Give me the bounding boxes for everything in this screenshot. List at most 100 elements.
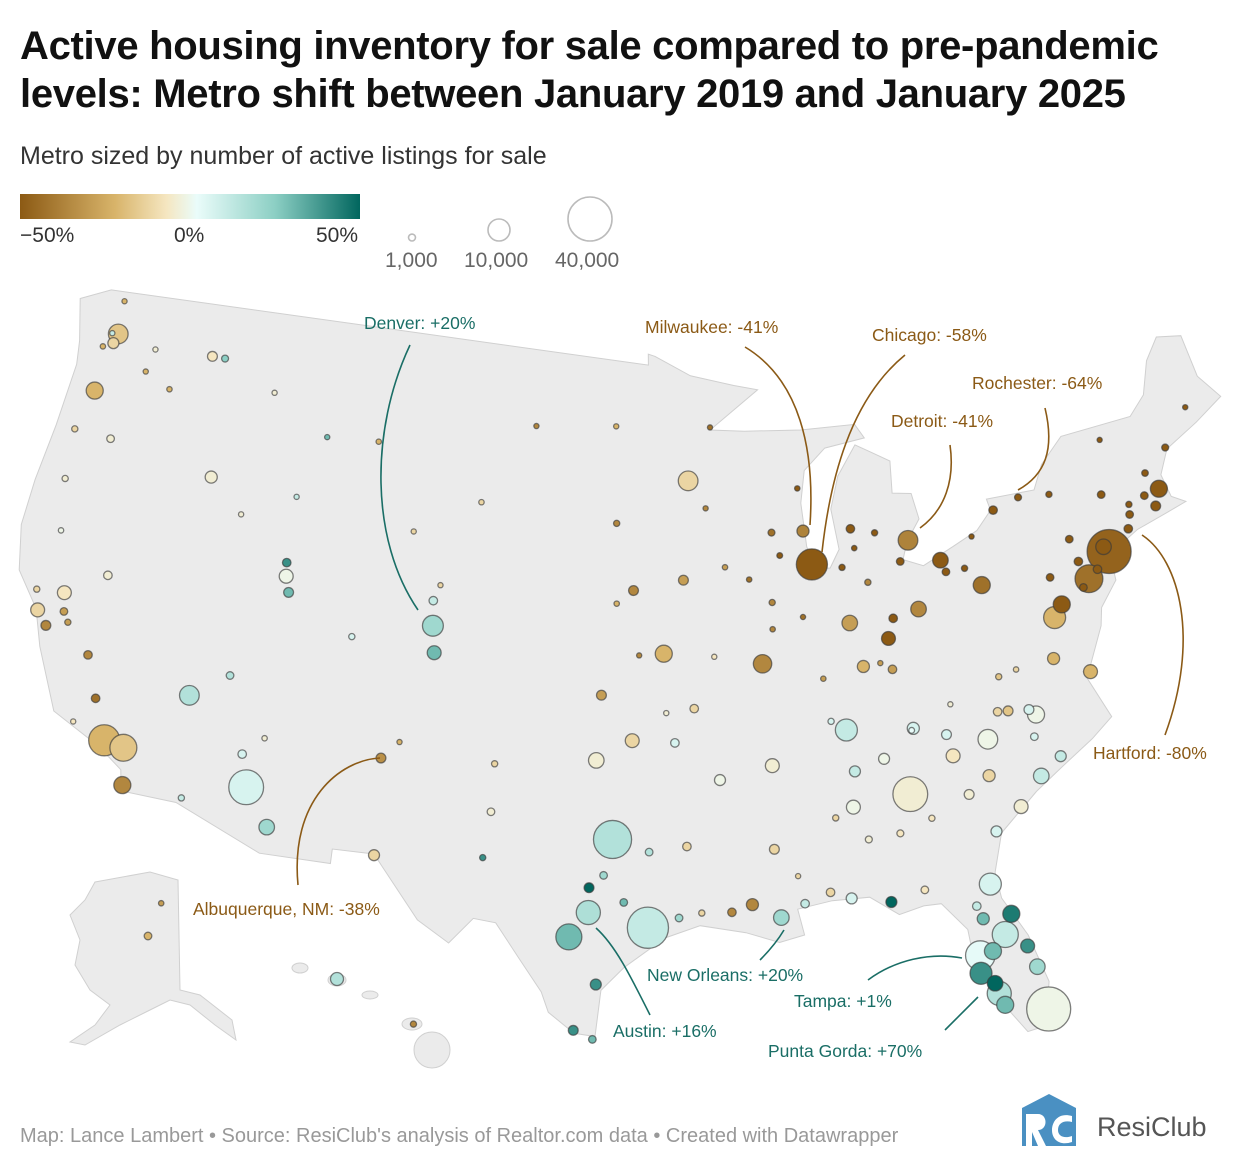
metro-bubble (845, 799, 861, 815)
metro-bubble (727, 907, 737, 918)
metro-bubble (870, 529, 879, 537)
metro-bubble (941, 567, 951, 577)
metro-bubble (57, 527, 65, 534)
metro-bubble (1029, 732, 1039, 742)
metro-bubble (61, 474, 69, 483)
metro-bubble (367, 849, 381, 862)
metro-bubble (587, 1034, 597, 1044)
metro-bubble (587, 751, 605, 769)
arrow-austin (595, 927, 651, 1016)
metro-bubble (819, 675, 827, 683)
metro-bubble (982, 768, 996, 783)
metro-bubble (178, 684, 200, 706)
metro-bubble (988, 505, 999, 516)
size-legend-circle (407, 233, 417, 242)
metro-bubble (1078, 582, 1088, 592)
metro-bubble (113, 775, 132, 795)
label-rochester: Rochester: -64% (972, 373, 1103, 393)
metro-bubble (1095, 538, 1112, 556)
metro-bubble (595, 689, 608, 701)
metro-bubble (776, 551, 784, 560)
metro-bubble (204, 470, 218, 484)
label-denver: Denver: +20% (364, 313, 476, 333)
metro-bubble (83, 649, 93, 660)
metro-bubble (166, 385, 173, 393)
metro-bubble (932, 551, 949, 569)
metro-bubble (40, 619, 52, 631)
metro-bubble (283, 586, 295, 598)
label-austin: Austin: +16% (613, 1021, 717, 1041)
metro-bubble (752, 653, 773, 674)
metro-bubble (142, 368, 149, 375)
metro-bubble (978, 872, 1002, 896)
metro-bubble (206, 350, 218, 362)
metro-bubble (896, 829, 905, 838)
arrow-denver (380, 344, 419, 611)
metro-bubble (157, 899, 165, 907)
metro-bubble (478, 498, 485, 506)
metro-bubble (1026, 986, 1072, 1032)
metro-bubble (947, 701, 954, 708)
metro-bubble (799, 613, 807, 621)
metro-bubble (567, 1024, 579, 1036)
arrow-tampa (867, 955, 963, 981)
metro-bubble (437, 581, 444, 589)
metro-bubble (767, 528, 776, 537)
size-legend-label-1000: 1,000 (385, 249, 438, 272)
metro-bubble (1045, 490, 1053, 499)
metro-bubble (99, 343, 107, 350)
metro-bubble (409, 1020, 418, 1028)
metro-bubble (1012, 666, 1020, 673)
metro-bubble (940, 728, 953, 741)
metro-bubble (56, 585, 72, 601)
metro-bubble (612, 519, 621, 528)
metro-bubble (772, 909, 790, 927)
metro-bubble (237, 749, 248, 760)
metro-bubble (669, 737, 680, 748)
metro-bubble (1092, 564, 1103, 575)
contiguous-us-shape (18, 289, 1222, 1038)
metro-bubble (278, 568, 294, 584)
metro-bubble (589, 978, 602, 991)
metro-bubble (1073, 556, 1084, 567)
metro-bubble (827, 717, 835, 726)
metro-bubble (1082, 664, 1099, 680)
metro-bubble (90, 693, 101, 704)
metro-bubble (769, 625, 776, 633)
metro-bubble (1028, 958, 1046, 976)
metro-bubble (69, 718, 77, 725)
metro-bubble (107, 336, 120, 350)
footer-credits: Map: Lance Lambert • Source: ResiClub's … (20, 1125, 899, 1147)
metro-bubble (845, 892, 858, 905)
arrow-hartford (1141, 534, 1184, 736)
metro-bubble (960, 564, 969, 573)
size-legend-circle (487, 218, 511, 242)
metro-bubble (1181, 403, 1189, 411)
metro-bubble (745, 576, 753, 583)
metro-bubble (834, 718, 859, 742)
metro-bubble (619, 897, 629, 907)
metro-bubble (30, 602, 46, 618)
metro-bubble (575, 899, 602, 926)
metro-bubble (1125, 510, 1135, 519)
metro-bubble (533, 422, 540, 430)
metro-bubble (969, 961, 993, 985)
metro-bubble (490, 760, 499, 768)
metro-bubble (972, 575, 991, 595)
metro-bubble (663, 709, 670, 717)
metro-bubble (1149, 479, 1169, 498)
resiclub-logo-icon (1022, 1094, 1076, 1146)
size-legend-label-10000: 10,000 (464, 249, 529, 272)
metro-bubble (612, 423, 620, 430)
metro-bubble (1096, 436, 1103, 444)
metro-bubble (991, 920, 1019, 949)
color-legend-mid: 0% (174, 224, 205, 247)
arrow-detroit (919, 444, 952, 529)
metro-bubble (627, 584, 640, 597)
metro-bubble (109, 733, 138, 762)
metro-bubble (1045, 572, 1055, 582)
metro-bubble (1020, 938, 1036, 954)
metro-bubble (624, 733, 640, 749)
label-tampa: Tampa: +1% (794, 991, 892, 1011)
